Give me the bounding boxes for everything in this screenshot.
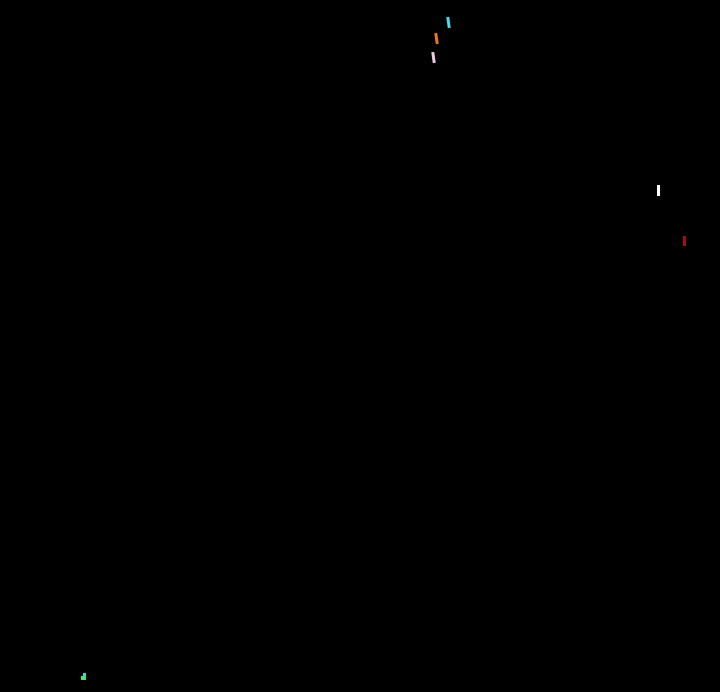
green-step-stem [81,676,86,680]
dark-red-caret-mark [683,236,686,246]
pink-caret-mark [431,51,436,64]
cyan-caret-mark [446,16,451,29]
orange-caret-mark [434,32,439,45]
white-caret-mark [657,185,660,196]
green-step-block-mark [81,673,86,680]
green-step-cap [83,673,86,676]
